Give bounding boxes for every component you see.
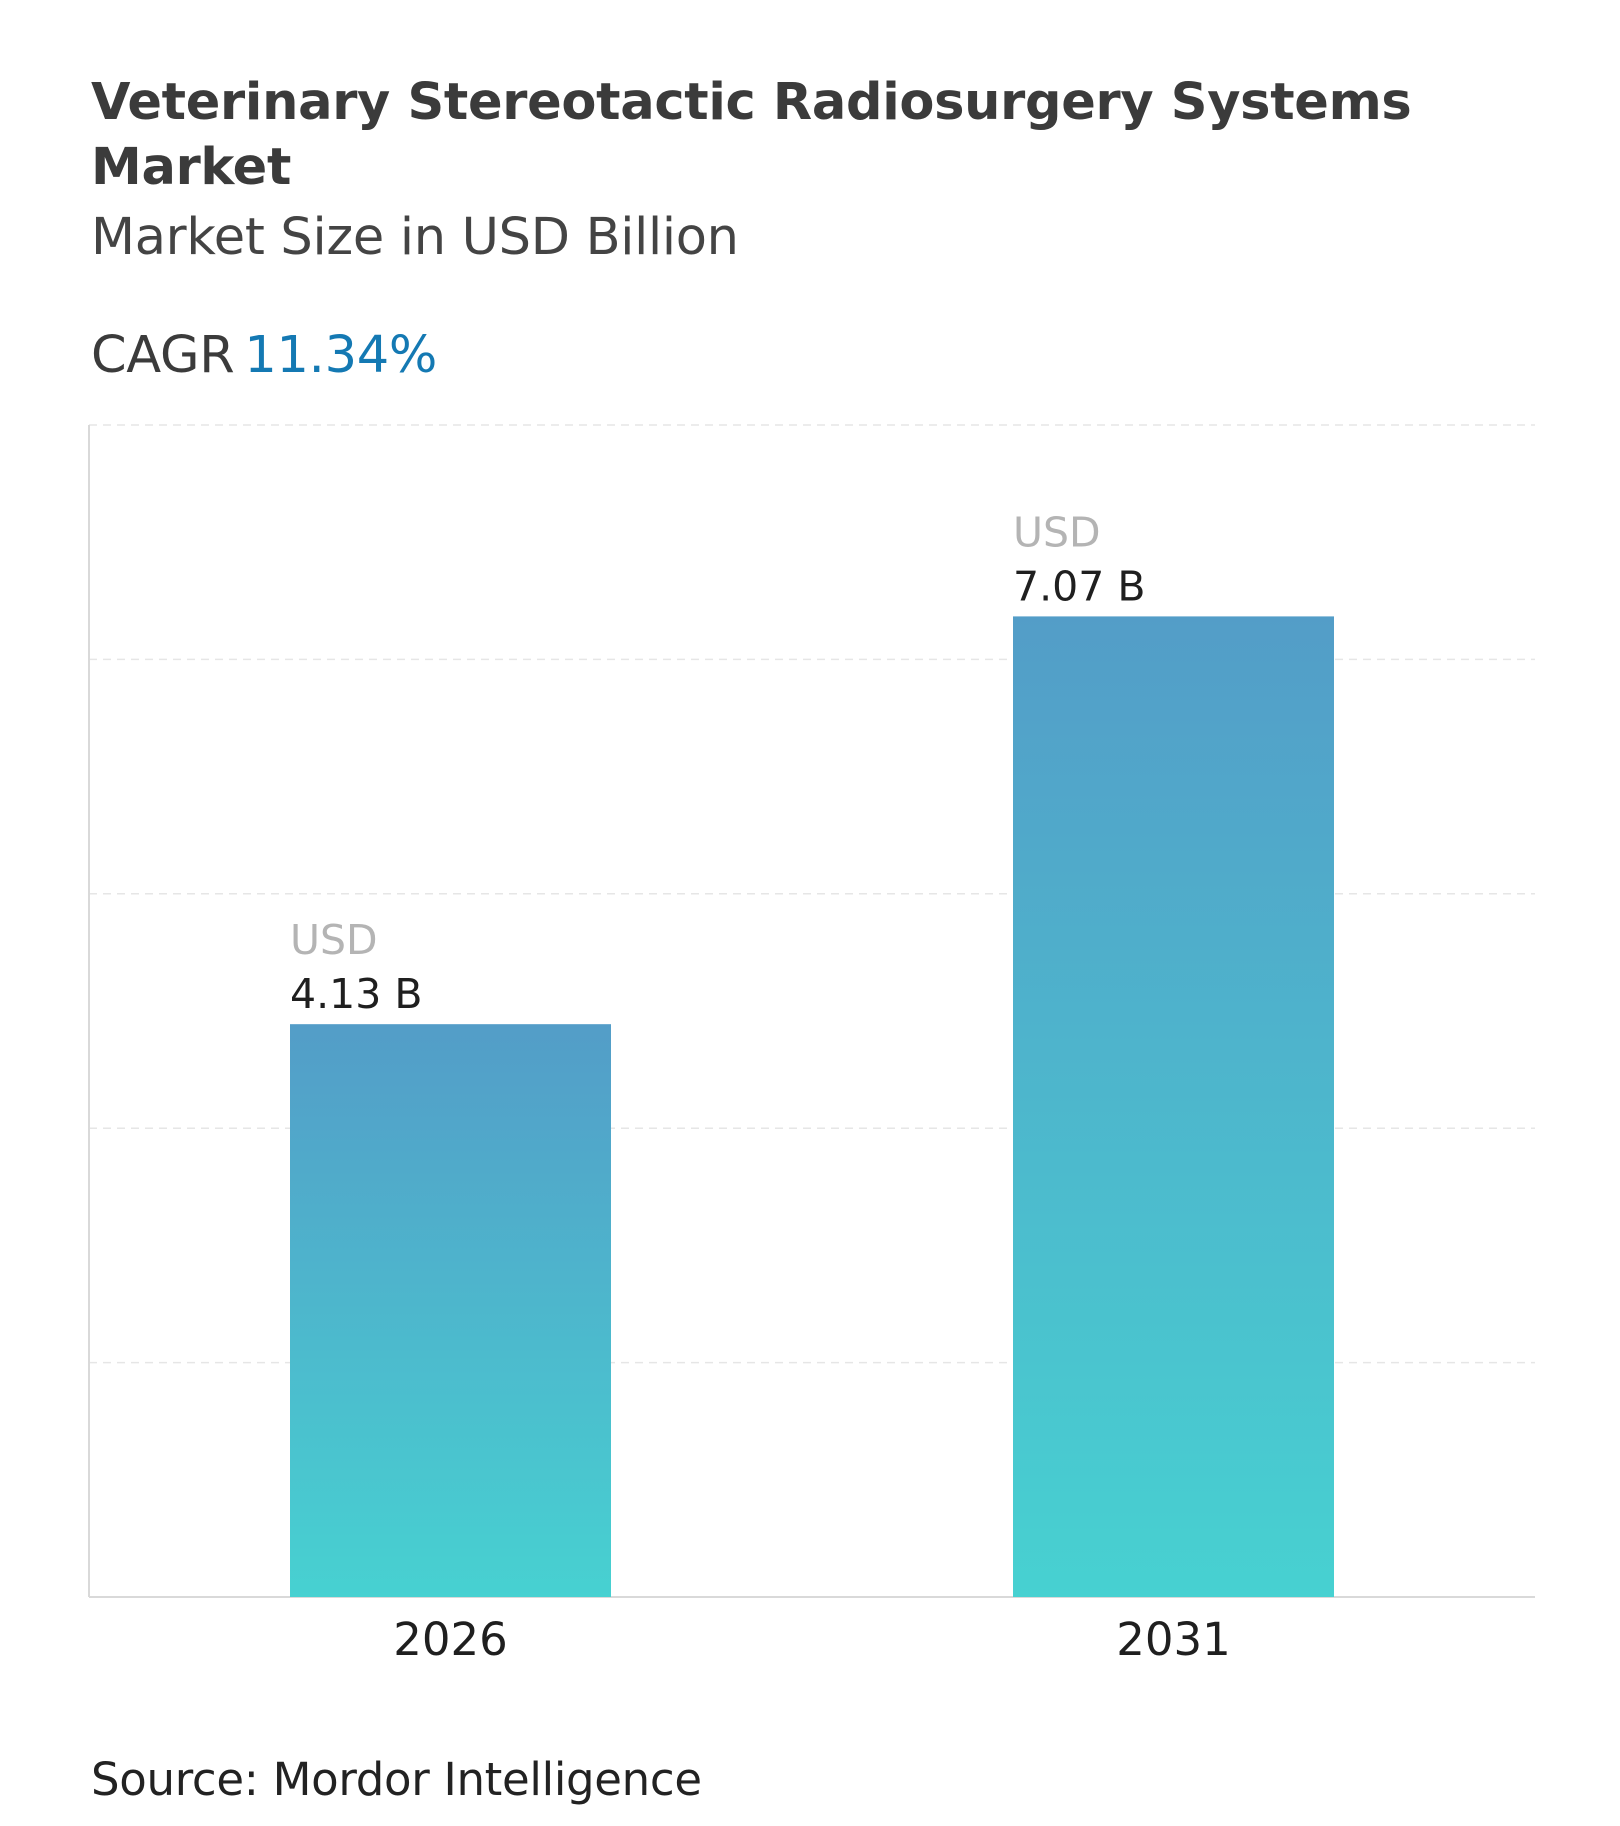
bar-labels: USD 4.13 B USD 7.07 B xyxy=(290,508,1145,1018)
bar-value-label: 4.13 B xyxy=(290,970,422,1018)
bar-value-label: 7.07 B xyxy=(1013,562,1145,610)
bars xyxy=(290,616,1334,1597)
chart-subtitle: Market Size in USD Billion xyxy=(91,208,739,267)
cagr-value: 11.34% xyxy=(244,326,438,385)
bar-unit-label: USD xyxy=(1013,508,1101,556)
chart-title: Veterinary Stereotactic Radiosurgery Sys… xyxy=(91,73,1412,197)
bar-2026 xyxy=(290,1024,611,1597)
x-tick-label: 2031 xyxy=(1116,1613,1231,1666)
x-tick-label: 2026 xyxy=(393,1613,508,1666)
x-tick-labels: 2026 2031 xyxy=(393,1613,1231,1666)
cagr-line: CAGR 11.34% xyxy=(91,325,437,387)
cagr-label: CAGR xyxy=(91,326,235,385)
bar-unit-label: USD xyxy=(290,916,378,964)
source-note: Source: Mordor Intelligence xyxy=(91,1753,702,1806)
bar-2031 xyxy=(1013,616,1334,1597)
